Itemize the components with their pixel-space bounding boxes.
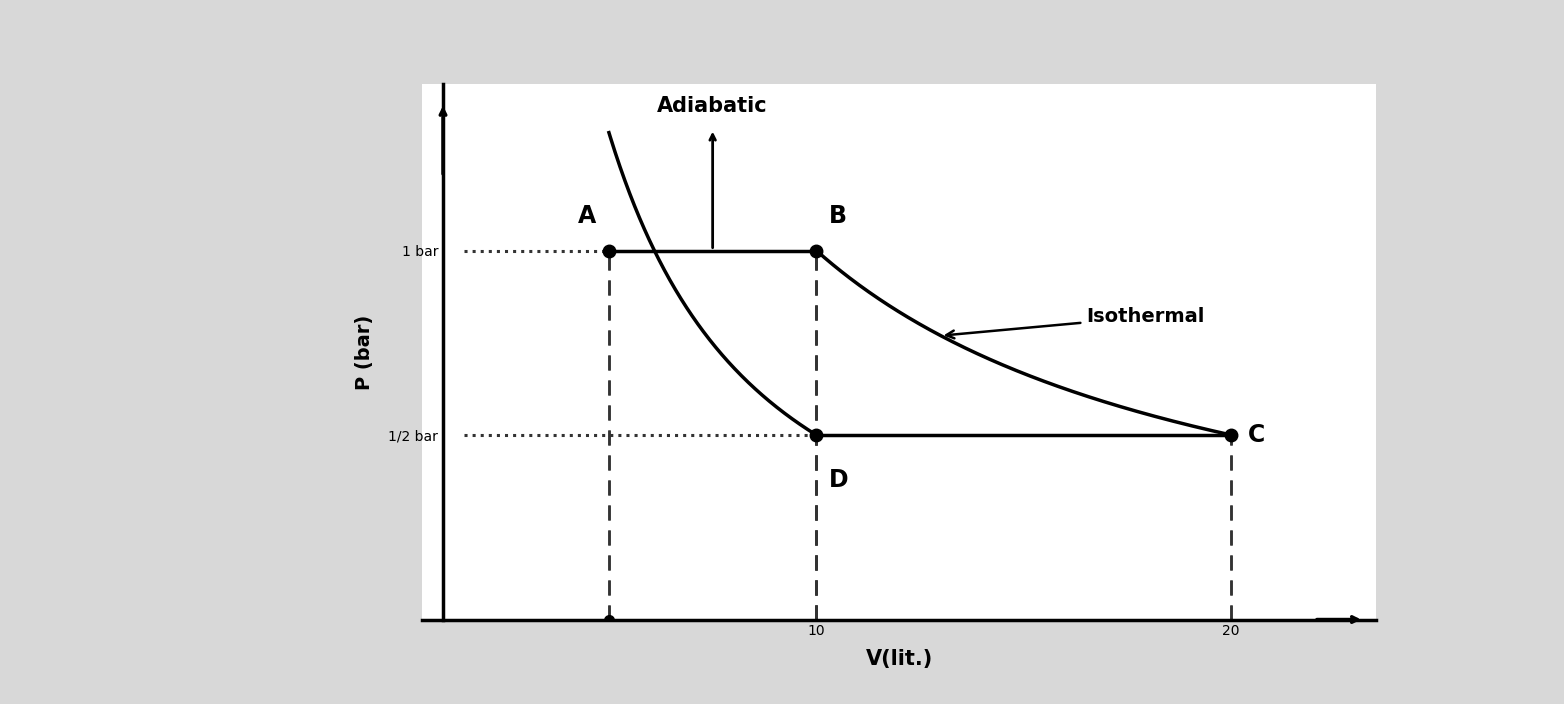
Text: Adiabatic: Adiabatic: [657, 96, 768, 115]
Y-axis label: P (bar): P (bar): [355, 315, 374, 389]
Text: Isothermal: Isothermal: [946, 308, 1204, 339]
Text: D: D: [829, 468, 848, 492]
Text: A: A: [579, 204, 596, 228]
Text: C: C: [1248, 423, 1265, 447]
Text: B: B: [829, 204, 846, 228]
X-axis label: V(lit.): V(lit.): [866, 650, 932, 670]
